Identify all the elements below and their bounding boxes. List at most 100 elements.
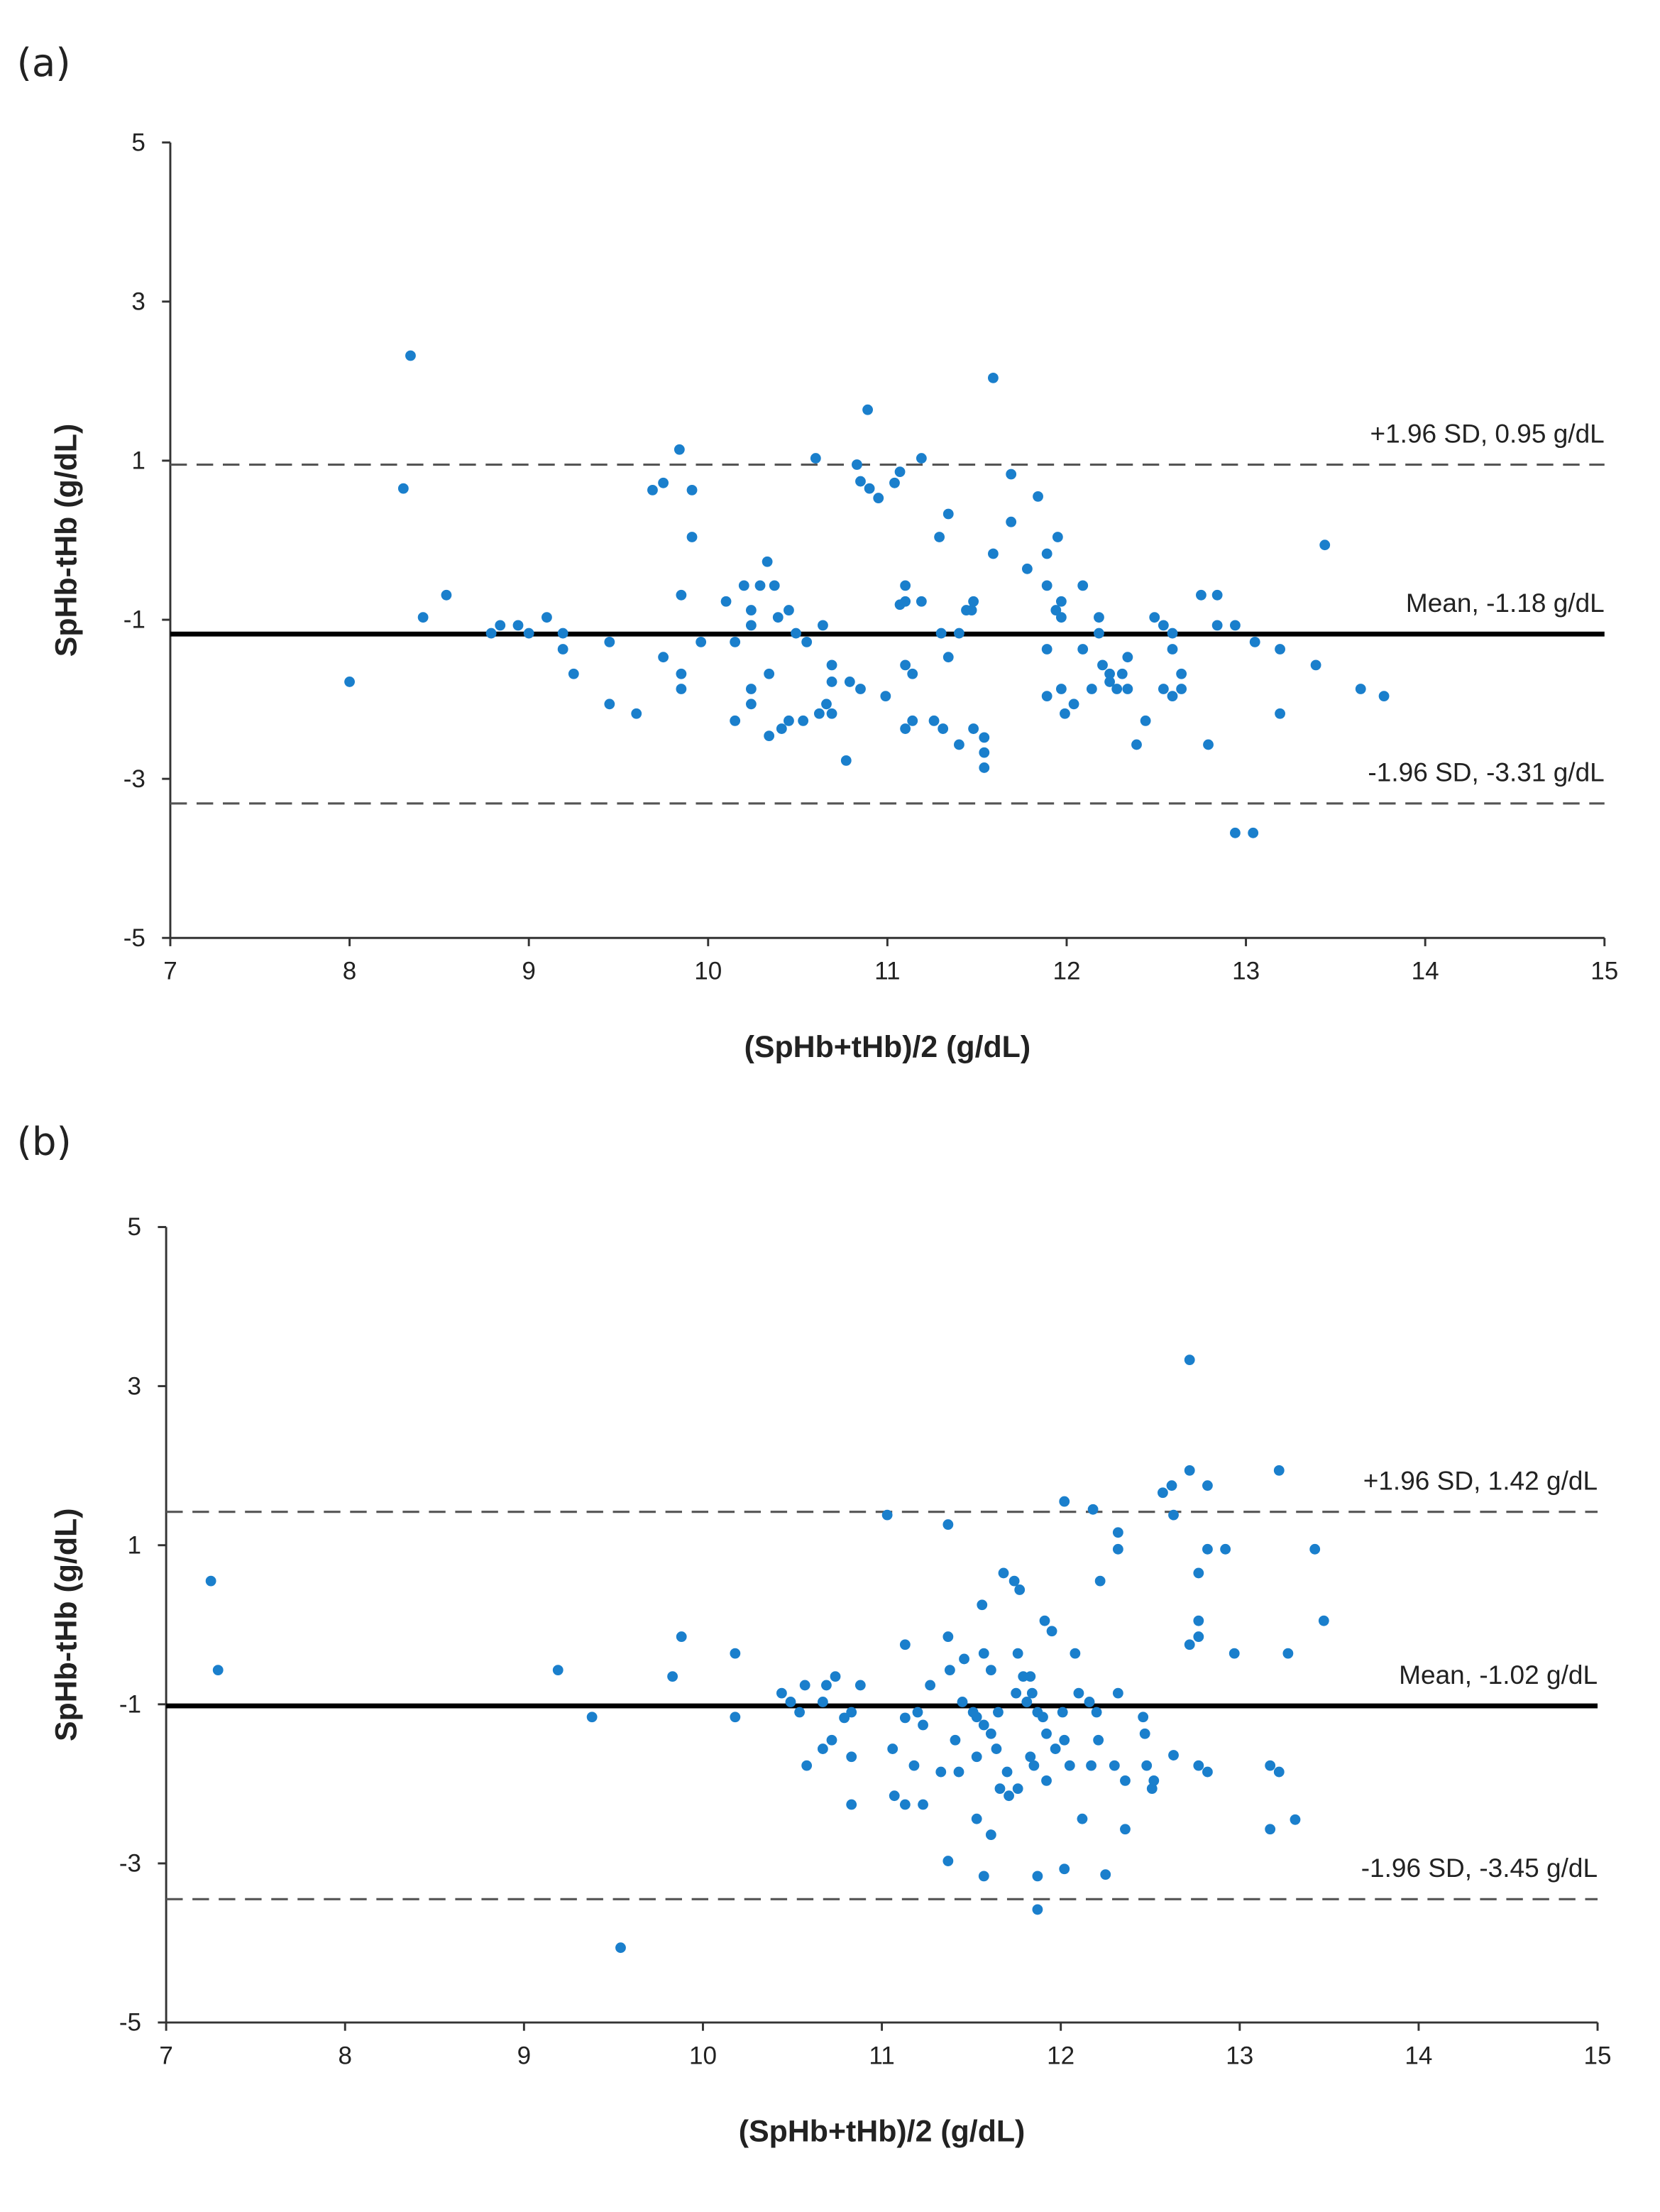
point	[696, 636, 707, 647]
point	[798, 715, 809, 726]
x-tick-label: 7	[159, 2042, 173, 2069]
point	[658, 477, 669, 488]
point	[557, 628, 568, 639]
point	[676, 589, 687, 601]
point	[912, 1707, 923, 1718]
point	[1166, 1480, 1177, 1491]
point	[738, 580, 749, 591]
point	[988, 548, 999, 559]
point	[1184, 1639, 1195, 1650]
point	[1077, 644, 1089, 655]
point	[988, 372, 999, 383]
y-tick-label: 3	[128, 1372, 142, 1400]
point	[935, 628, 947, 639]
point	[944, 1665, 955, 1676]
point	[979, 732, 990, 743]
point	[1021, 563, 1033, 574]
point	[1094, 1575, 1106, 1587]
point	[1059, 1496, 1070, 1507]
point	[899, 1799, 911, 1810]
point	[942, 1631, 954, 1642]
point	[817, 1743, 828, 1754]
point	[862, 404, 873, 415]
point	[745, 699, 757, 710]
point	[647, 484, 658, 495]
point	[1193, 1567, 1204, 1579]
point	[979, 762, 990, 773]
point	[1230, 620, 1241, 631]
point	[966, 605, 977, 615]
point	[968, 723, 979, 734]
point	[1176, 684, 1187, 694]
point	[954, 628, 964, 639]
point	[1282, 1648, 1294, 1659]
x-tick-label: 8	[343, 958, 357, 985]
point	[1100, 1869, 1111, 1880]
point	[1014, 1584, 1026, 1595]
point	[979, 747, 990, 758]
point	[908, 1760, 920, 1771]
point	[1050, 1743, 1061, 1754]
point	[785, 1697, 796, 1707]
point	[826, 708, 837, 719]
point	[1041, 1728, 1052, 1739]
point	[417, 612, 429, 623]
point	[942, 1856, 954, 1866]
point	[887, 1743, 898, 1754]
point	[894, 466, 906, 478]
point	[1275, 708, 1285, 719]
point	[769, 580, 780, 591]
point	[1211, 589, 1223, 601]
point	[1273, 1464, 1285, 1476]
point	[1055, 684, 1067, 694]
point	[1176, 668, 1187, 679]
point	[1193, 1631, 1204, 1642]
point	[873, 493, 884, 503]
y-tick-label: 5	[128, 1213, 142, 1241]
point	[971, 1813, 982, 1824]
point	[1059, 1863, 1070, 1875]
point	[957, 1697, 968, 1707]
x-tick-label: 12	[1047, 2042, 1074, 2069]
point	[826, 1734, 837, 1746]
point	[854, 1680, 866, 1691]
point	[846, 1751, 857, 1763]
point	[889, 1790, 900, 1802]
x-tick-label: 13	[1232, 958, 1260, 985]
y-tick-label: 1	[131, 447, 145, 475]
point	[954, 739, 964, 750]
point	[900, 723, 911, 734]
point	[938, 723, 949, 734]
point	[676, 668, 687, 679]
point	[818, 620, 828, 631]
point	[1055, 596, 1067, 607]
point	[205, 1575, 216, 1587]
point	[1168, 1750, 1179, 1761]
point	[826, 677, 837, 687]
point	[1104, 677, 1116, 687]
point	[1249, 636, 1260, 647]
point	[840, 755, 852, 766]
point	[1211, 620, 1223, 631]
x-tick-label: 9	[517, 2042, 532, 2069]
point	[864, 483, 875, 494]
point	[801, 1760, 813, 1771]
point	[998, 1567, 1009, 1579]
point	[846, 1799, 857, 1810]
point	[1104, 668, 1116, 679]
point	[900, 580, 911, 591]
point	[1039, 1615, 1050, 1626]
point	[1290, 1814, 1301, 1825]
point	[993, 1707, 1004, 1718]
point	[1050, 605, 1062, 615]
point	[1008, 1575, 1020, 1587]
point	[1319, 540, 1331, 551]
point	[745, 684, 757, 694]
point	[1167, 644, 1178, 655]
point	[1033, 491, 1043, 502]
point	[1012, 1783, 1023, 1794]
y-tick-label: 5	[131, 128, 145, 156]
point	[826, 659, 837, 671]
point	[405, 350, 416, 361]
